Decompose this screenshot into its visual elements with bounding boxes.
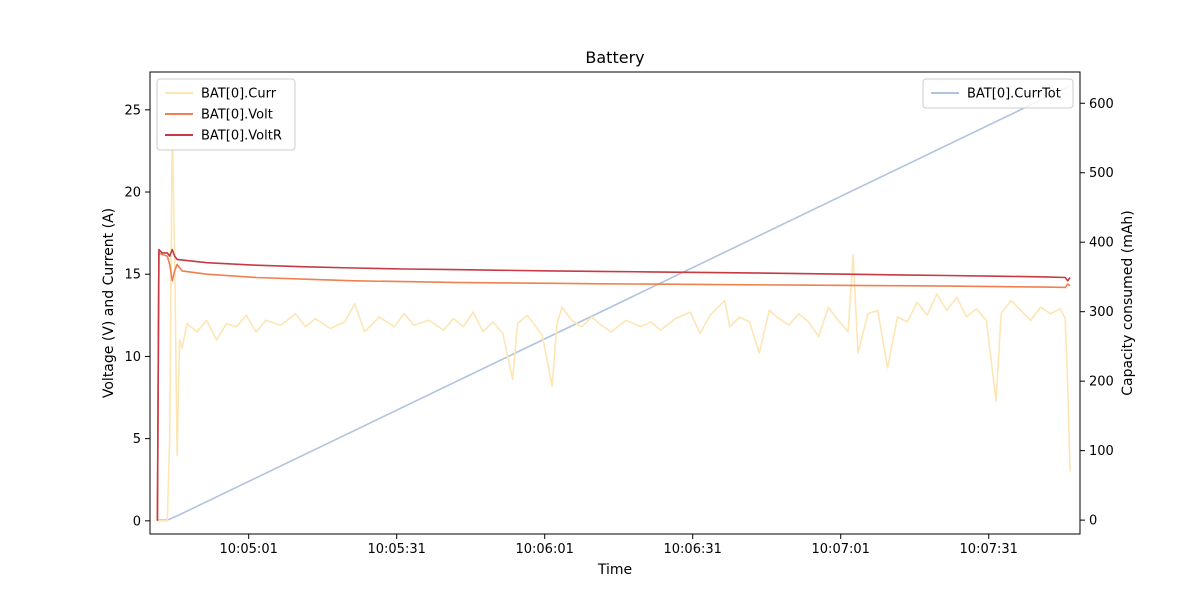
x-tick-label: 10:06:31 bbox=[664, 542, 722, 557]
y-axis-left-label: Voltage (V) and Current (A) bbox=[101, 208, 117, 398]
y-right-tick-label: 200 bbox=[1089, 375, 1114, 390]
x-tick-label: 10:05:01 bbox=[219, 542, 277, 557]
y-axis-right: 0 100 200 300 400 500 600 bbox=[1080, 97, 1114, 529]
y-right-tick-label: 100 bbox=[1089, 444, 1114, 459]
series-line-BAT[0].Curr bbox=[157, 125, 1071, 522]
legend-box bbox=[156, 78, 296, 151]
x-axis: 10:05:01 10:05:31 10:06:01 10:06:31 10:07:01… bbox=[219, 534, 1018, 557]
y-left-tick-label: 25 bbox=[124, 103, 141, 118]
series-line-BAT[0].Volt bbox=[156, 252, 1071, 521]
y-axis-left: 0 5 10 15 20 25 bbox=[124, 103, 150, 529]
y-right-tick-label: 300 bbox=[1089, 305, 1114, 320]
legend-label: BAT[0].VoltR bbox=[201, 129, 282, 144]
y-right-tick-label: 500 bbox=[1089, 166, 1114, 181]
y-left-tick-label: 10 bbox=[124, 350, 141, 365]
x-axis-label: Time bbox=[597, 562, 632, 578]
x-tick-label: 10:07:01 bbox=[812, 542, 870, 557]
y-left-tick-label: 20 bbox=[124, 186, 141, 201]
y-left-tick-label: 15 bbox=[124, 268, 141, 283]
y-left-tick-label: 5 bbox=[133, 432, 141, 447]
series-line-BAT[0].VoltR bbox=[156, 248, 1071, 521]
chart-title: Battery bbox=[585, 48, 644, 67]
plot-content bbox=[156, 85, 1071, 522]
x-tick-label: 10:07:31 bbox=[960, 542, 1018, 557]
y-right-tick-label: 400 bbox=[1089, 236, 1114, 251]
legend-box bbox=[922, 78, 1074, 109]
legend-right: BAT[0].CurrTot bbox=[922, 78, 1074, 109]
legend-label: BAT[0].Curr bbox=[201, 87, 277, 102]
y-left-tick-label: 0 bbox=[133, 514, 141, 529]
y-axis-right-label: Capacity consumed (mAh) bbox=[1120, 210, 1136, 396]
legend-label: BAT[0].Volt bbox=[201, 108, 273, 123]
legend-label: BAT[0].CurrTot bbox=[967, 87, 1061, 102]
legend-left: BAT[0].Curr BAT[0].Volt BAT[0].VoltR bbox=[156, 78, 296, 151]
x-tick-label: 10:06:01 bbox=[515, 542, 573, 557]
x-tick-label: 10:05:31 bbox=[367, 542, 425, 557]
y-right-tick-label: 600 bbox=[1089, 97, 1114, 112]
plot-frame bbox=[149, 71, 1081, 535]
y-right-tick-label: 0 bbox=[1089, 514, 1097, 529]
